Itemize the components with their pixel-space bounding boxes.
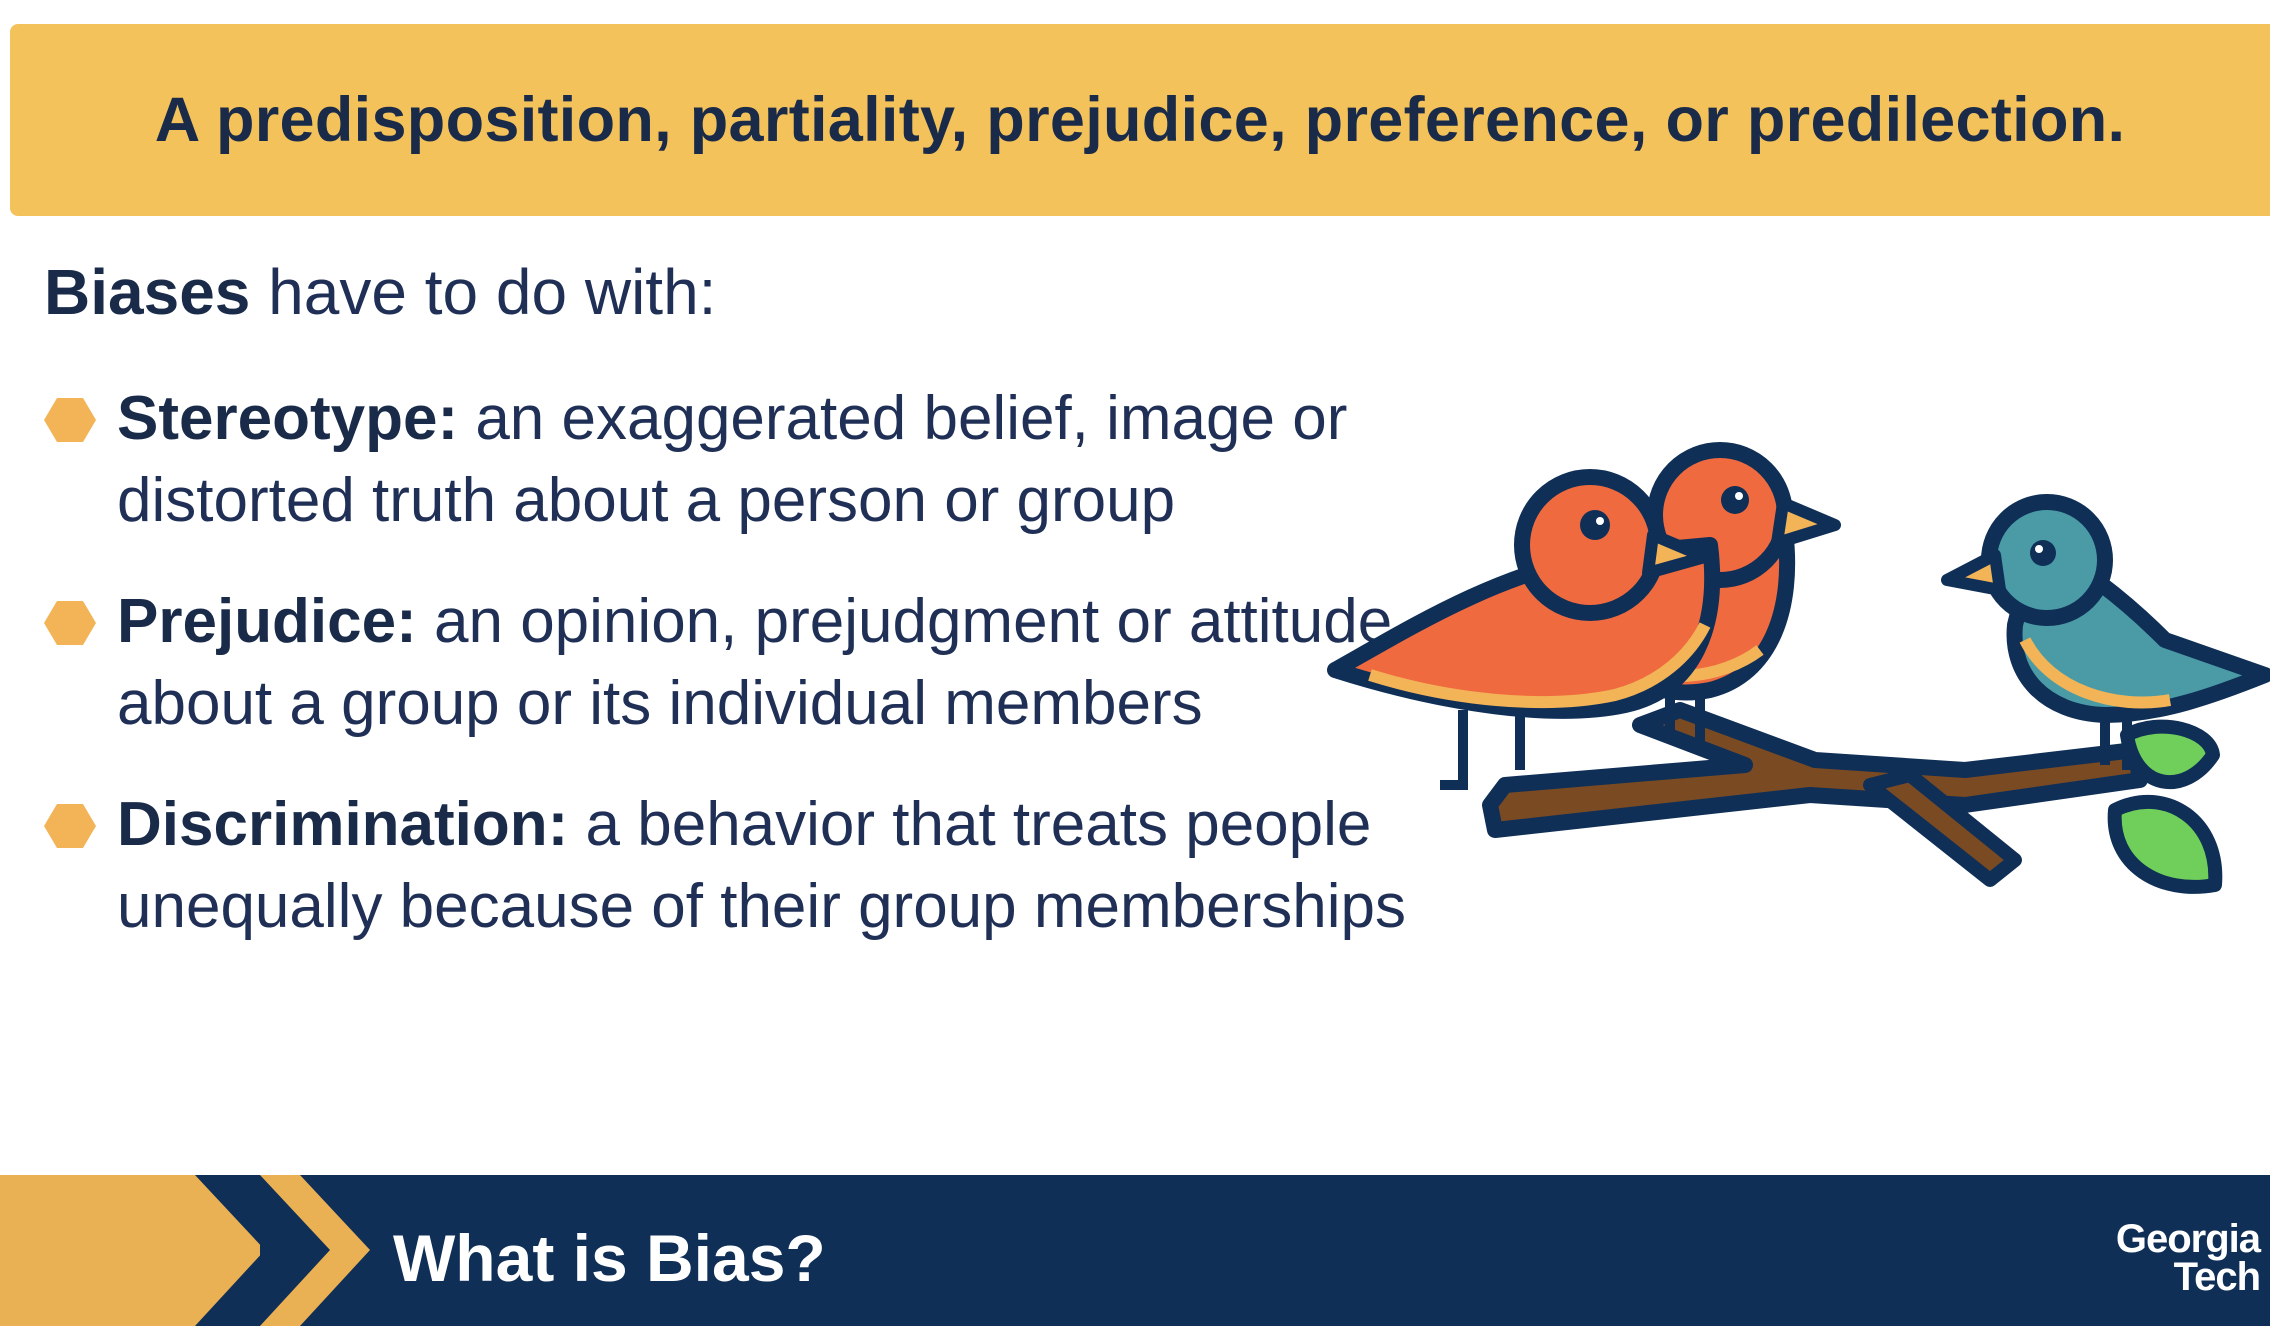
bullet-term: Prejudice:: [117, 587, 417, 656]
logo-line-2: Tech: [2173, 1255, 2261, 1299]
red-bird-front-icon: [1327, 469, 1721, 790]
slide-title: What is Bias?: [393, 1221, 826, 1295]
bullet-list: Stereotype: an exaggerated belief, image…: [44, 378, 1414, 948]
hexagon-bullet-icon: [44, 601, 96, 645]
birds-on-branch-illustration: [1327, 442, 2270, 894]
intro-bold: Biases: [44, 256, 251, 328]
intro-line: Biases have to do with:: [44, 255, 716, 329]
bullet-definition: an opinion, prejudgment or attitude abou…: [117, 587, 1393, 738]
bullet-prejudice: Prejudice: an opinion, prejudgment or at…: [44, 581, 1414, 745]
definition-banner: A predisposition, partiality, prejudice,…: [10, 24, 2270, 216]
intro-rest: have to do with:: [250, 256, 717, 328]
hexagon-bullet-icon: [44, 804, 96, 848]
blue-bird-icon: [1941, 494, 2270, 770]
footer-bar: What is Bias? Georgia Tech: [0, 1175, 2270, 1326]
bullet-definition: an exaggerated belief, image or distorte…: [117, 384, 1348, 535]
bullet-stereotype: Stereotype: an exaggerated belief, image…: [44, 378, 1414, 542]
logo-line-1: Georgia: [2115, 1217, 2261, 1261]
hexagon-bullet-icon: [44, 398, 96, 442]
branch-icon: [1482, 702, 2148, 887]
bullet-term: Stereotype:: [117, 384, 459, 453]
leaf-icon: [2107, 719, 2223, 894]
bullet-definition: a behavior that treats people unequally …: [117, 790, 1406, 941]
bullet-term: Discrimination:: [117, 790, 569, 859]
definition-text: A predisposition, partiality, prejudice,…: [154, 85, 2126, 155]
chevron-icon: [195, 1175, 370, 1326]
bullet-discrimination: Discrimination: a behavior that treats p…: [44, 784, 1414, 948]
footer-accent-block: [0, 1175, 260, 1326]
georgia-tech-logo: Georgia Tech: [2115, 1217, 2261, 1299]
